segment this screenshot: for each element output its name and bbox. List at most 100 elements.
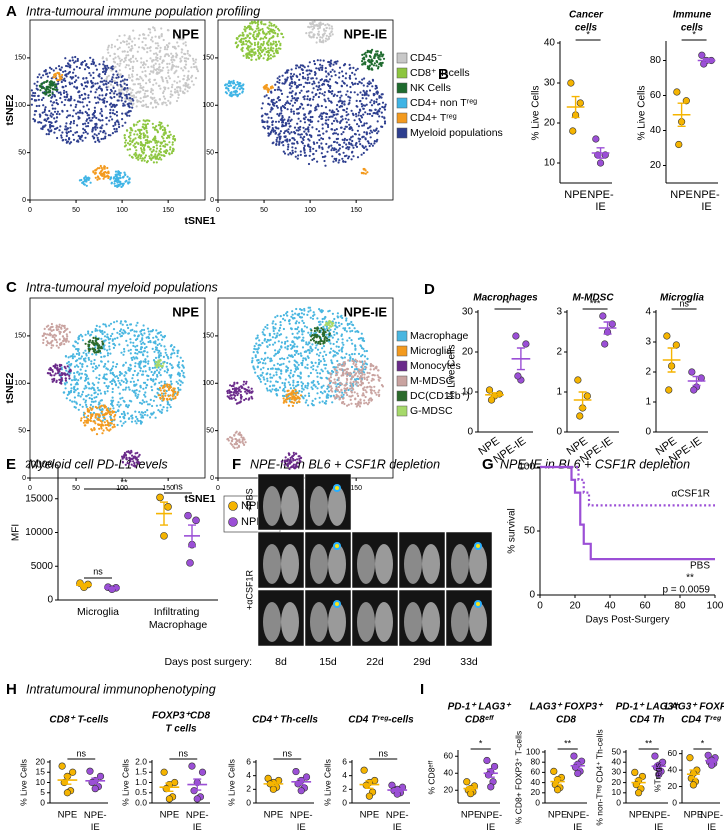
tsne-dot (257, 27, 260, 30)
tsne-dot (301, 333, 304, 336)
tsne-dot (116, 119, 119, 122)
tsne-dot (41, 126, 45, 129)
tsne-dot (375, 50, 378, 53)
tsne-dot (331, 33, 334, 36)
tsne-dot (139, 97, 142, 100)
tsne-dot (33, 94, 36, 97)
tsne-dot (81, 111, 84, 114)
tsne-dot (99, 164, 102, 168)
tsne-dot (244, 29, 247, 32)
tsne-dot (158, 65, 161, 69)
tsne-dot (76, 359, 79, 362)
tsne-dot (347, 118, 350, 121)
tsne-dot (134, 452, 137, 455)
tsne-dot (251, 357, 254, 360)
tsne-dot (267, 47, 270, 50)
tsne-dot (158, 349, 161, 353)
tsne-dot (117, 183, 120, 186)
tsne-dot (54, 83, 57, 86)
tsne-dot (144, 103, 148, 106)
tsne-dot (119, 322, 122, 325)
tsne-dot (314, 73, 317, 76)
tsne-dot (168, 398, 171, 401)
tsne-dot (364, 51, 367, 54)
tsne-dot (358, 108, 362, 111)
tsne-dot (109, 80, 112, 83)
tsne-dot (177, 361, 181, 364)
tsne-dot (97, 351, 100, 354)
tsne-dot (274, 353, 277, 356)
tsne-dot (32, 117, 35, 121)
tsne-dot (310, 381, 313, 384)
tsne-dot (132, 144, 135, 147)
tsne-dot (172, 397, 175, 400)
tsne-dot (183, 376, 186, 379)
tsne-dot (272, 47, 275, 50)
tsne-dot (300, 89, 303, 92)
tsne-dot (152, 137, 156, 140)
tsne-dot (37, 94, 40, 98)
tsne-dot (81, 101, 84, 104)
tsne-dot (85, 184, 88, 187)
tsne-dot (117, 123, 120, 126)
tsne-dot (101, 80, 104, 83)
tsne-dot (281, 119, 284, 122)
tsne-dot (89, 419, 92, 423)
tsne-dot (171, 395, 174, 398)
tsne-dot (153, 96, 156, 99)
tsne-dot (81, 61, 84, 64)
tsne-dot (146, 160, 149, 163)
tsne-dot (277, 127, 280, 130)
tsne-dot (39, 89, 42, 92)
tsne-dot (103, 335, 107, 338)
tsne-dot (166, 371, 169, 374)
tsne-dot (133, 133, 136, 136)
tsne-dot (304, 77, 307, 80)
tsne-dot (169, 380, 173, 383)
tsne-dot (167, 75, 170, 78)
tsne-dot (341, 157, 344, 160)
tsne-dot (133, 462, 136, 465)
tsne-dot (156, 47, 159, 50)
tsne-dot (60, 101, 64, 104)
tsne-dot (180, 67, 183, 70)
tsne-dot (137, 78, 140, 81)
tsne-dot (184, 60, 188, 63)
tsne-dot (293, 73, 296, 76)
tsne-dot (70, 387, 73, 390)
tsne-dot (319, 59, 322, 62)
tsne-dot (82, 123, 85, 126)
tsne-dot (364, 172, 367, 175)
tsne-dot (175, 380, 178, 383)
tsne-dot (63, 391, 66, 394)
tsne-dot (298, 73, 302, 76)
tsne-dot (97, 101, 100, 104)
tsne-dot (158, 386, 162, 390)
tsne-dot (172, 135, 176, 138)
tsne-dot (333, 61, 336, 64)
tsne-dot (363, 77, 366, 80)
y-tick-label: 100 (202, 102, 214, 109)
tsne-dot (90, 341, 94, 344)
tsne-dot (155, 52, 158, 55)
tsne-dot (260, 107, 263, 110)
tsne-dot (104, 323, 107, 326)
tsne-dot (324, 155, 327, 158)
tsne-dot (122, 329, 125, 332)
tsne-dot (327, 73, 330, 76)
tsne-dot (327, 125, 330, 129)
panel-letter: H (6, 681, 17, 698)
tsne-dot (49, 86, 52, 89)
tsne-dot (126, 461, 129, 465)
tsne-dot (155, 329, 158, 332)
tsne-dot (158, 36, 161, 39)
y-tick-label: 30 (544, 78, 556, 89)
tsne-dot (130, 128, 133, 131)
tsne-dot (54, 76, 57, 79)
tsne-dot (99, 80, 102, 83)
tsne-dot (142, 381, 146, 384)
tsne-dot (152, 66, 155, 69)
tsne-dot (89, 348, 92, 351)
tsne-dot (122, 422, 125, 425)
tsne-dot (249, 22, 252, 25)
